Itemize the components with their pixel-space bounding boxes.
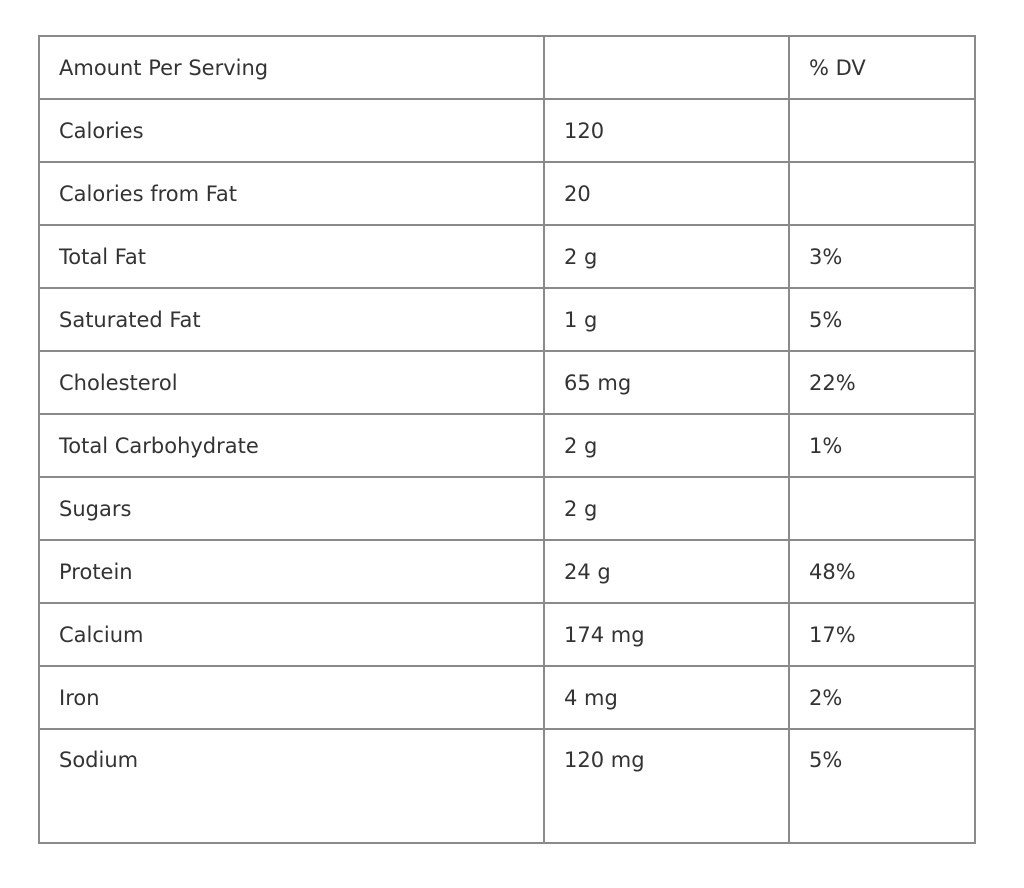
daily-value-cell	[788, 161, 976, 226]
nutrient-name-cell: Iron	[38, 665, 545, 730]
nutrient-name-cell: Calories from Fat	[38, 161, 545, 226]
nutrition-table: Amount Per Serving % DV Calories 120 Calor…	[38, 35, 976, 844]
nutrient-name-cell: Sodium	[38, 728, 545, 844]
nutrient-name-cell: Cholesterol	[38, 350, 545, 415]
amount-cell: 120	[543, 98, 790, 163]
daily-value-cell: 22%	[788, 350, 976, 415]
amount-cell: 2 g	[543, 413, 790, 478]
daily-value-cell: 17%	[788, 602, 976, 667]
nutrient-name-cell: Calories	[38, 98, 545, 163]
table-row: Iron 4 mg 2%	[38, 665, 976, 730]
amount-cell: 1 g	[543, 287, 790, 352]
amount-cell: 174 mg	[543, 602, 790, 667]
header-cell	[543, 35, 790, 100]
daily-value-cell: 5%	[788, 728, 976, 844]
table-row: Total Carbohydrate 2 g 1%	[38, 413, 976, 478]
header-cell: % DV	[788, 35, 976, 100]
nutrient-name-cell: Sugars	[38, 476, 545, 541]
daily-value-cell: 5%	[788, 287, 976, 352]
header-cell: Amount Per Serving	[38, 35, 545, 100]
amount-cell: 120 mg	[543, 728, 790, 844]
amount-cell: 2 g	[543, 476, 790, 541]
amount-cell: 20	[543, 161, 790, 226]
nutrient-name-cell: Total Carbohydrate	[38, 413, 545, 478]
header-row: Amount Per Serving % DV	[38, 35, 976, 100]
nutrient-name-cell: Calcium	[38, 602, 545, 667]
daily-value-cell	[788, 98, 976, 163]
daily-value-cell: 1%	[788, 413, 976, 478]
amount-cell: 2 g	[543, 224, 790, 289]
amount-cell: 4 mg	[543, 665, 790, 730]
nutrient-name-cell: Protein	[38, 539, 545, 604]
amount-cell: 65 mg	[543, 350, 790, 415]
nutrient-name-cell: Saturated Fat	[38, 287, 545, 352]
table-row: Calcium 174 mg 17%	[38, 602, 976, 667]
table-row: Total Fat 2 g 3%	[38, 224, 976, 289]
table-row: Saturated Fat 1 g 5%	[38, 287, 976, 352]
daily-value-cell: 2%	[788, 665, 976, 730]
table-row: Sodium 120 mg 5%	[38, 728, 976, 844]
table-row: Calories from Fat 20	[38, 161, 976, 226]
table-row: Calories 120	[38, 98, 976, 163]
table-row: Protein 24 g 48%	[38, 539, 976, 604]
daily-value-cell: 48%	[788, 539, 976, 604]
daily-value-cell: 3%	[788, 224, 976, 289]
table-row: Cholesterol 65 mg 22%	[38, 350, 976, 415]
amount-cell: 24 g	[543, 539, 790, 604]
table-row: Sugars 2 g	[38, 476, 976, 541]
nutrient-name-cell: Total Fat	[38, 224, 545, 289]
daily-value-cell	[788, 476, 976, 541]
